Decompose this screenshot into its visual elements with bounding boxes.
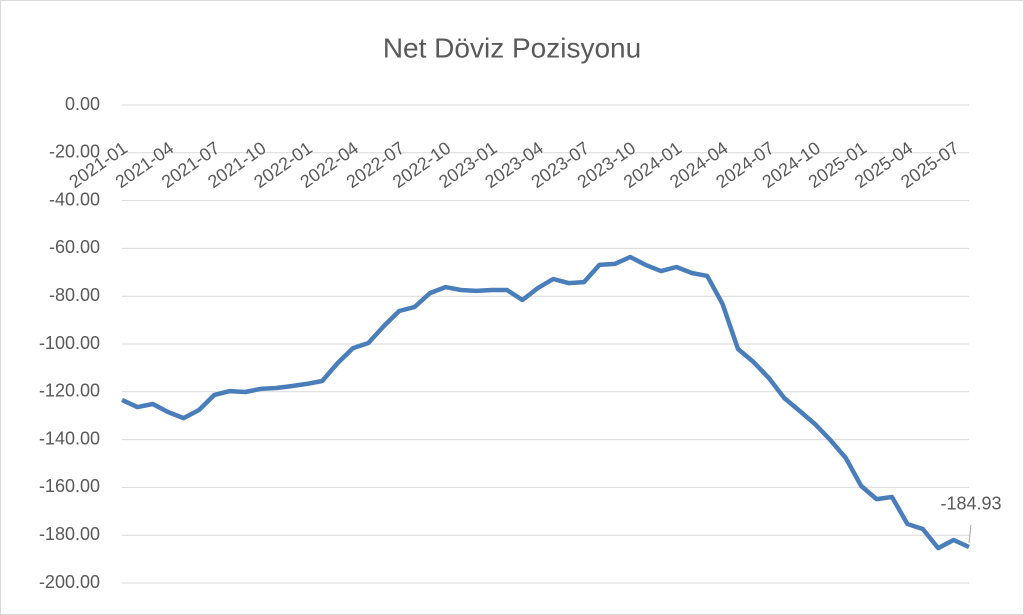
y-tick-label: -180.00 [39, 524, 100, 544]
y-tick-label: -100.00 [39, 333, 100, 353]
leader-line [968, 524, 972, 544]
y-tick-label: -60.00 [49, 237, 100, 257]
y-tick-label: 0.00 [65, 94, 100, 114]
y-tick-label: -200.00 [39, 572, 100, 592]
chart-title: Net Döviz Pozisyonu [383, 32, 641, 63]
line-series [121, 254, 970, 551]
y-tick-label: -80.00 [49, 285, 100, 305]
y-tick-label: -120.00 [39, 381, 100, 401]
data-label: -184.93 [940, 494, 1001, 514]
y-tick-label: -160.00 [39, 476, 100, 496]
y-tick-label: -140.00 [39, 428, 100, 448]
y-tick-label: -20.00 [49, 142, 100, 162]
y-tick-label: -40.00 [49, 189, 100, 209]
